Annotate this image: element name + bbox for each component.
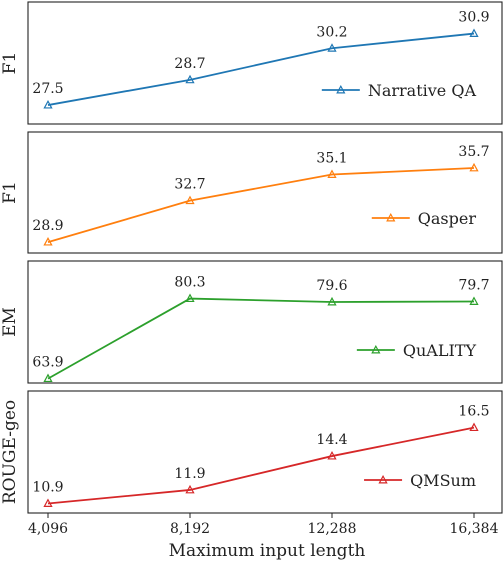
legend-label: QMSum: [410, 471, 476, 490]
data-point: [185, 293, 195, 303]
panel-frame: [27, 260, 503, 384]
data-point: [43, 100, 53, 109]
x-axis-label: Maximum input length: [169, 541, 366, 561]
legend-label: Qasper: [418, 209, 477, 228]
data-point: [185, 195, 195, 205]
data-point: [327, 169, 337, 178]
series-line: [47, 297, 475, 380]
series-line: [47, 167, 475, 243]
data-label: 30.9: [458, 10, 489, 26]
data-point: [185, 484, 195, 494]
legend-label: Narrative QA: [368, 81, 477, 100]
data-point: [327, 43, 337, 52]
legend-marker: [371, 344, 381, 354]
panel-2: F1 28.9 32.7 35.1 35.7 Qasper: [0, 131, 503, 254]
x-axis: 4,096 8,192 12,288 16,384: [28, 513, 499, 537]
data-point: [43, 373, 53, 383]
legend-marker: [378, 474, 388, 484]
data-label: 35.1: [316, 151, 347, 167]
data-label: 63.9: [32, 355, 63, 371]
data-point: [327, 296, 337, 306]
legend-marker: [386, 212, 396, 222]
x-tick-label: 16,384: [450, 521, 499, 537]
data-label: 79.7: [458, 278, 489, 294]
data-label: 14.4: [316, 432, 347, 448]
data-label: 10.9: [32, 480, 63, 496]
legend: Qasper: [371, 209, 477, 228]
data-label: 79.6: [316, 278, 347, 294]
x-tick-label: 4,096: [28, 521, 68, 537]
data-label: 28.9: [32, 218, 63, 234]
panel-4: ROUGE-geo 10.9 11.9 14.4 16.5 QMSum: [0, 390, 503, 514]
legend-label: QuALITY: [403, 341, 477, 360]
panel-frame: [27, 1, 503, 125]
legend-marker: [336, 84, 346, 94]
data-point: [469, 296, 479, 305]
panel-3: EM 63.9 80.3 79.6 79.7 QuALITY: [0, 260, 503, 384]
data-point: [469, 162, 479, 172]
data-label: 30.2: [316, 24, 347, 40]
data-label: 32.7: [174, 177, 205, 193]
series-line: [47, 426, 475, 505]
data-point: [43, 237, 53, 246]
data-point: [327, 451, 337, 460]
data-label: 11.9: [174, 466, 205, 482]
legend: QuALITY: [356, 341, 477, 360]
panel-frame: [27, 131, 503, 254]
data-label: 16.5: [458, 404, 489, 420]
panels: F1 27.5 28.7 30.2 30.9 Narrative QA F1 28.9 32.7…: [0, 1, 503, 514]
data-label: 27.5: [32, 81, 63, 97]
x-tick-label: 12,288: [308, 521, 357, 537]
data-point: [43, 498, 53, 507]
data-label: 28.7: [174, 56, 205, 72]
legend: Narrative QA: [321, 81, 477, 100]
series-line: [47, 32, 475, 106]
legend: QMSum: [364, 471, 476, 490]
data-label: 35.7: [458, 144, 489, 160]
y-axis-label: F1: [0, 52, 20, 75]
x-tick-label: 8,192: [170, 521, 210, 537]
data-point: [469, 422, 479, 432]
y-axis-label: EM: [0, 307, 20, 337]
data-point: [469, 28, 479, 38]
y-axis-label: ROUGE-geo: [0, 400, 20, 504]
data-label: 80.3: [174, 275, 205, 291]
panel-1: F1 27.5 28.7 30.2 30.9 Narrative QA: [0, 1, 503, 125]
data-point: [185, 74, 195, 84]
panel-frame: [27, 390, 503, 514]
y-axis-label: F1: [0, 181, 20, 204]
